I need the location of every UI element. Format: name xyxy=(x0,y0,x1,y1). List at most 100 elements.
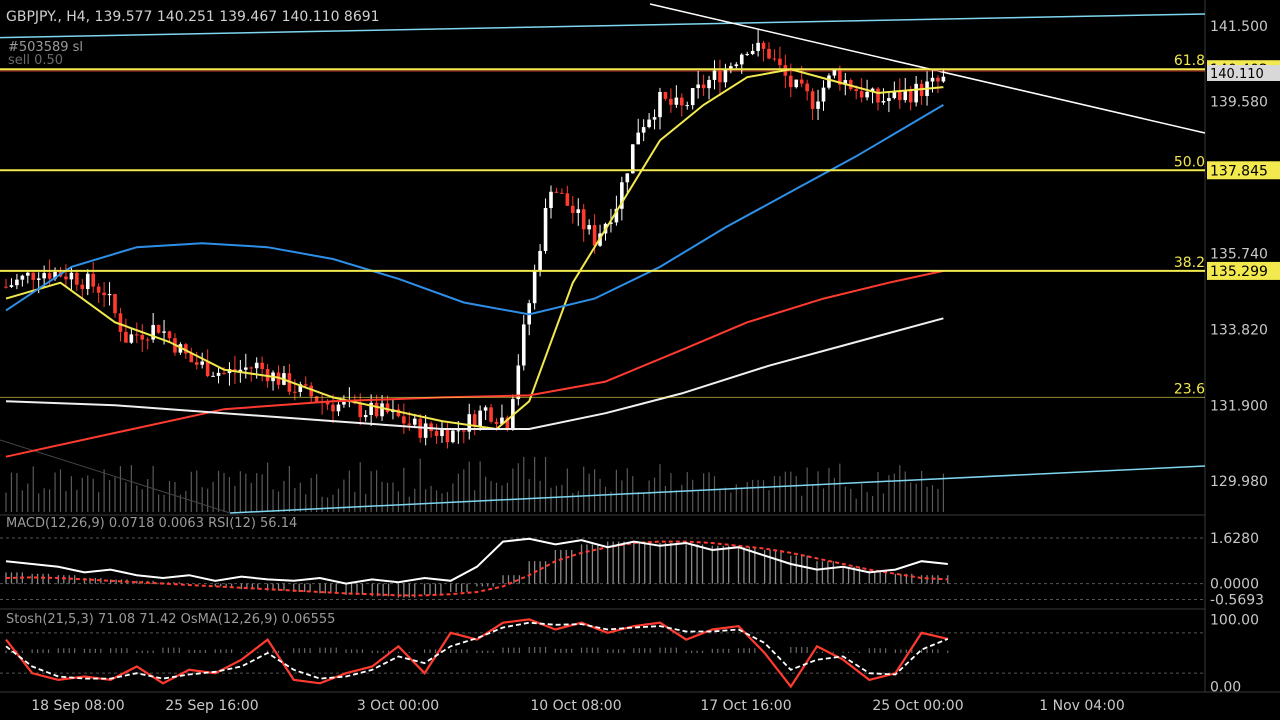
candle-body xyxy=(194,362,199,365)
candle-body xyxy=(914,83,918,103)
candle-body xyxy=(549,191,553,209)
candle-body xyxy=(832,69,837,76)
candle-body xyxy=(151,325,155,340)
candle-body xyxy=(936,77,940,82)
candle-body xyxy=(854,89,858,92)
candle-body xyxy=(331,404,335,412)
stochastic-panel: 100.00 0.00 xyxy=(0,612,1259,696)
candle-body xyxy=(516,365,521,400)
order-label[interactable]: #503589 sl xyxy=(8,40,84,55)
candle-body xyxy=(789,75,793,88)
candle-body xyxy=(887,98,891,101)
fib-level-label: 50.0 xyxy=(1174,154,1205,170)
macd-tick-label: -0.5693 xyxy=(1210,593,1264,609)
candle-body xyxy=(630,144,635,174)
candle-body xyxy=(314,396,319,403)
time-tick-label: 3 Oct 00:00 xyxy=(357,698,439,714)
diagonal-line xyxy=(0,439,231,514)
candle-body xyxy=(734,64,739,67)
candle-body xyxy=(205,361,210,377)
candle-body xyxy=(767,48,771,59)
candle-body xyxy=(303,384,308,386)
candle-body xyxy=(342,401,346,405)
stoch-d-line xyxy=(5,621,949,680)
candle-body xyxy=(772,58,777,60)
price-tick-label: 141.500 xyxy=(1210,19,1268,35)
candle-body xyxy=(625,173,630,183)
channel-lower-line xyxy=(229,465,1206,514)
candle-body xyxy=(898,91,902,101)
candle-body xyxy=(816,101,820,109)
candle-body xyxy=(756,42,760,51)
price-tick-label: 131.900 xyxy=(1210,398,1268,414)
fib-price-tag xyxy=(1207,161,1280,180)
candle-body xyxy=(865,91,869,98)
candle-body xyxy=(641,127,646,133)
candle-body xyxy=(75,272,79,285)
time-tick-label: 17 Oct 16:00 xyxy=(700,698,791,714)
candle-body xyxy=(696,84,700,89)
volume-histogram xyxy=(5,457,945,512)
candle-body xyxy=(380,403,384,417)
time-tick-label: 25 Sep 16:00 xyxy=(165,698,258,714)
candlestick-series xyxy=(4,29,946,449)
candle-body xyxy=(140,334,145,340)
candle-body xyxy=(614,208,619,223)
candle-body xyxy=(363,414,368,418)
candle-body xyxy=(838,69,842,85)
candle-body xyxy=(20,275,25,280)
candle-body xyxy=(91,273,95,287)
candle-body xyxy=(810,91,815,109)
candle-body xyxy=(374,402,379,417)
candle-body xyxy=(254,362,259,369)
candle-body xyxy=(521,324,526,366)
candle-body xyxy=(571,205,575,213)
candle-body xyxy=(358,403,363,418)
candle-body xyxy=(189,353,194,363)
candle-body xyxy=(113,294,117,314)
fib-level-label: 38.2 xyxy=(1174,255,1205,271)
ma_fast-line xyxy=(5,68,944,431)
candle-body xyxy=(554,191,559,193)
candle-body xyxy=(96,286,101,293)
candle-body xyxy=(64,276,68,280)
candle-body xyxy=(778,58,782,66)
candle-body xyxy=(412,418,417,425)
candle-body xyxy=(200,361,204,365)
candle-body xyxy=(647,119,651,128)
macd-panel: 1.6280 0.0000-0.5693 xyxy=(0,531,1264,609)
chart-grid xyxy=(0,0,1280,693)
candle-body xyxy=(260,362,264,369)
candle-body xyxy=(636,132,640,145)
fib-price-tag xyxy=(1207,261,1280,280)
price-tick-label: 133.820 xyxy=(1210,322,1268,338)
candle-body xyxy=(9,285,14,287)
channel-upper-line xyxy=(0,13,1206,39)
candle-body xyxy=(576,209,581,213)
candle-body xyxy=(827,75,831,88)
time-tick-label: 25 Oct 00:00 xyxy=(872,698,963,714)
candle-body xyxy=(560,192,564,194)
candle-body xyxy=(451,430,455,443)
candle-body xyxy=(31,272,36,280)
candle-body xyxy=(216,372,221,376)
candle-body xyxy=(238,369,243,372)
candle-body xyxy=(85,273,90,290)
candle-body xyxy=(440,429,444,437)
candle-body xyxy=(434,431,439,437)
stoch-tick-label: 100.00 xyxy=(1210,612,1259,628)
candle-body xyxy=(750,50,755,55)
candle-body xyxy=(500,417,504,424)
candle-body xyxy=(145,339,150,341)
candle-body xyxy=(587,225,591,230)
candle-body xyxy=(652,117,657,120)
candle-body xyxy=(739,54,744,65)
candle-body xyxy=(712,70,717,80)
fib-level-label: 23.6 xyxy=(1174,381,1205,397)
candle-body xyxy=(680,97,684,106)
candle-body xyxy=(658,92,662,118)
candle-body xyxy=(494,421,499,424)
candle-body xyxy=(249,367,254,369)
